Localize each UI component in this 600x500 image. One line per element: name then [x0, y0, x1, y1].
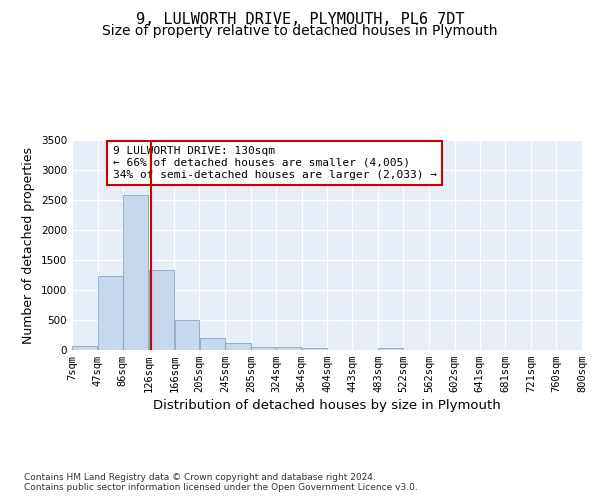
Text: 9 LULWORTH DRIVE: 130sqm
← 66% of detached houses are smaller (4,005)
34% of sem: 9 LULWORTH DRIVE: 130sqm ← 66% of detach… — [113, 146, 437, 180]
Text: Contains public sector information licensed under the Open Government Licence v3: Contains public sector information licen… — [24, 484, 418, 492]
X-axis label: Distribution of detached houses by size in Plymouth: Distribution of detached houses by size … — [153, 400, 501, 412]
Bar — [123, 194, 148, 350]
Bar — [200, 338, 225, 350]
Bar — [98, 276, 122, 350]
Bar — [226, 344, 251, 350]
Text: Size of property relative to detached houses in Plymouth: Size of property relative to detached ho… — [102, 24, 498, 38]
Bar — [379, 348, 403, 350]
Bar — [302, 348, 327, 350]
Y-axis label: Number of detached properties: Number of detached properties — [22, 146, 35, 344]
Bar — [72, 346, 97, 350]
Bar — [276, 348, 301, 350]
Bar — [149, 270, 174, 350]
Text: 9, LULWORTH DRIVE, PLYMOUTH, PL6 7DT: 9, LULWORTH DRIVE, PLYMOUTH, PL6 7DT — [136, 12, 464, 28]
Text: Contains HM Land Registry data © Crown copyright and database right 2024.: Contains HM Land Registry data © Crown c… — [24, 474, 376, 482]
Bar — [251, 346, 275, 350]
Bar — [175, 320, 199, 350]
